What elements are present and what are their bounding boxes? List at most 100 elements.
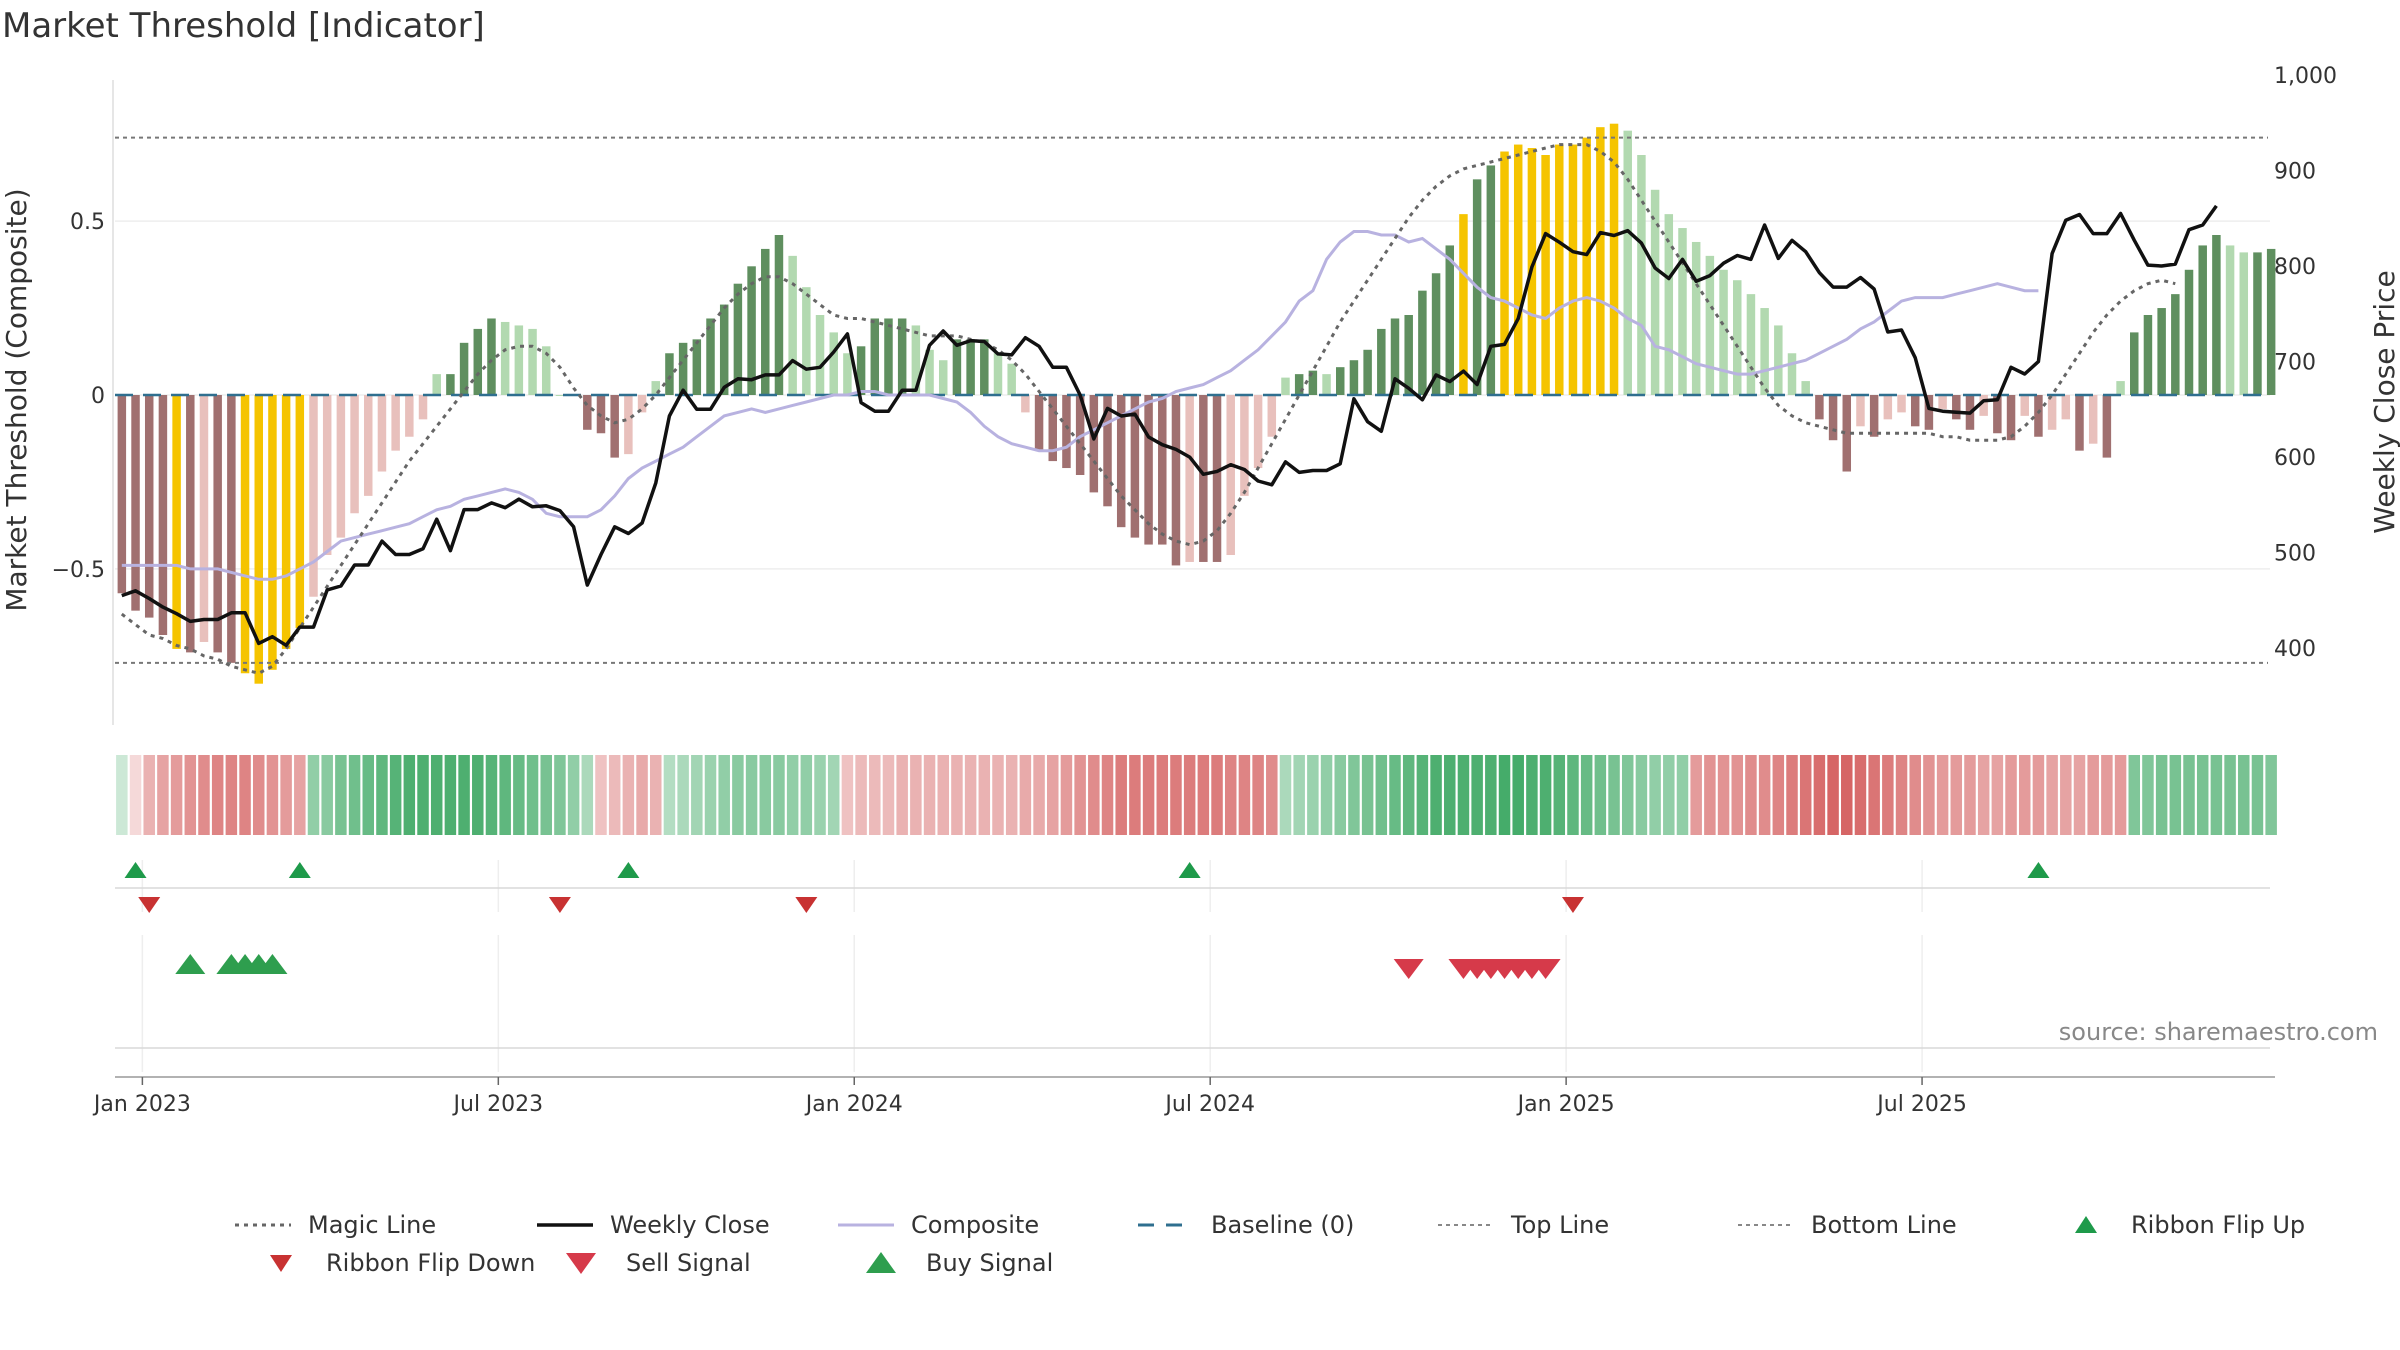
ribbon-cell [444,755,457,835]
x-tick-label: Jul 2025 [1875,1092,1967,1117]
composite-bar [2143,315,2153,395]
ribbon-cell [280,755,292,835]
x-tick-label: Jan 2025 [1516,1092,1615,1117]
ribbon-cell [1142,755,1155,835]
composite-bar [938,360,948,395]
composite-bar [418,395,428,420]
composite-bar [541,346,551,395]
composite-bar [2171,294,2180,395]
legend-label: Baseline (0) [1211,1211,1354,1239]
composite-bar [1048,395,1058,462]
ribbon-cell [376,755,388,835]
legend-item: Sell Signal [566,1249,751,1277]
composite-bar [213,395,222,653]
ribbon-cell [116,755,128,835]
composite-bar [1568,144,1578,395]
ribbon-cell [2238,755,2250,835]
ribbon-cell [2155,755,2168,835]
ribbon-cell [389,755,402,835]
composite-bar [1089,395,1099,493]
composite-bar [336,395,346,538]
ribbon-cell [855,755,867,835]
ribbon-cell [951,755,963,835]
ribbon-cell [1033,755,1045,835]
composite-bar [432,374,441,395]
composite-bar [2088,395,2098,444]
composite-bar [2253,252,2262,395]
y2-tick-label: 600 [2274,446,2316,471]
composite-bar [870,318,880,395]
composite-bar [473,328,483,395]
composite-bar [1993,395,2002,434]
composite-bar [144,395,154,618]
ribbon-cell [294,755,306,835]
ribbon-cell [1772,755,1785,835]
ribbon-cell [348,755,361,835]
ribbon-cell [1676,755,1689,835]
composite-bar [911,325,921,395]
ribbon-cell [526,755,539,835]
composite-bar [1116,395,1126,528]
ribbon-cell [2265,755,2277,835]
composite-bar [1541,155,1550,395]
composite-bar [1212,395,1222,562]
ribbon-cell [211,755,224,835]
ribbon-cell [1088,755,1100,835]
composite-bar [706,318,715,395]
ribbon-cell [157,755,169,835]
composite-bar [254,395,263,684]
ribbon-cell [1320,755,1333,835]
ribbon-cell [266,755,279,835]
composite-bar [500,321,510,395]
ribbon-cell [1950,755,1963,835]
composite-bar [2075,395,2084,451]
composite-bar [1322,374,1331,395]
composite-bar [856,346,866,395]
composite-bar [678,342,688,395]
composite-bar [2184,269,2194,395]
ribbon-cell [1101,755,1114,835]
buy-signal-marker [175,954,206,974]
ribbon-cell [992,755,1004,835]
composite-bar [1897,395,1906,413]
composite-bar [172,395,181,649]
composite-bar [1335,367,1345,395]
composite-bar [322,395,332,555]
ribbon-cell [1799,755,1812,835]
ribbon-flip-up-marker [617,862,640,878]
ribbon-cell [1704,755,1716,835]
ribbon-cell [1635,755,1648,835]
composite-bar [2157,308,2166,395]
ribbon-cell [2251,755,2264,835]
composite-bar [1253,395,1263,469]
ribbon-cell [1717,755,1730,835]
composite-bar [350,395,359,514]
ribbon-cell [1074,755,1086,835]
ribbon-cell [1005,755,1018,835]
ribbon-cell [2073,755,2086,835]
ribbon-cell [1841,755,1853,835]
ribbon-cell [759,755,772,835]
ribbon-cell [732,755,744,835]
signal-panel [115,935,2270,1072]
composite-bar [1349,360,1359,395]
composite-bar [610,395,619,458]
ribbon-cell [1553,755,1566,835]
composite-bar [2239,252,2249,395]
y2-tick-label: 1,000 [2274,64,2337,89]
composite-bar [1705,255,1715,395]
legend-item: Weekly Close [537,1211,770,1239]
composite-bar [1828,395,1838,441]
ribbon-cell [964,755,977,835]
ribbon-cell [1129,755,1141,835]
composite-bar [692,339,702,395]
source-note: source: sharemaestro.com [2059,1018,2378,1046]
composite-bar [459,342,469,395]
ribbon-cell [458,755,470,835]
composite-bar [295,395,305,629]
composite-bar [815,315,825,395]
ribbon-cell [814,755,826,835]
ribbon-cell [2210,755,2223,835]
legend-swatch [566,1253,596,1274]
composite-bar [2047,395,2057,430]
